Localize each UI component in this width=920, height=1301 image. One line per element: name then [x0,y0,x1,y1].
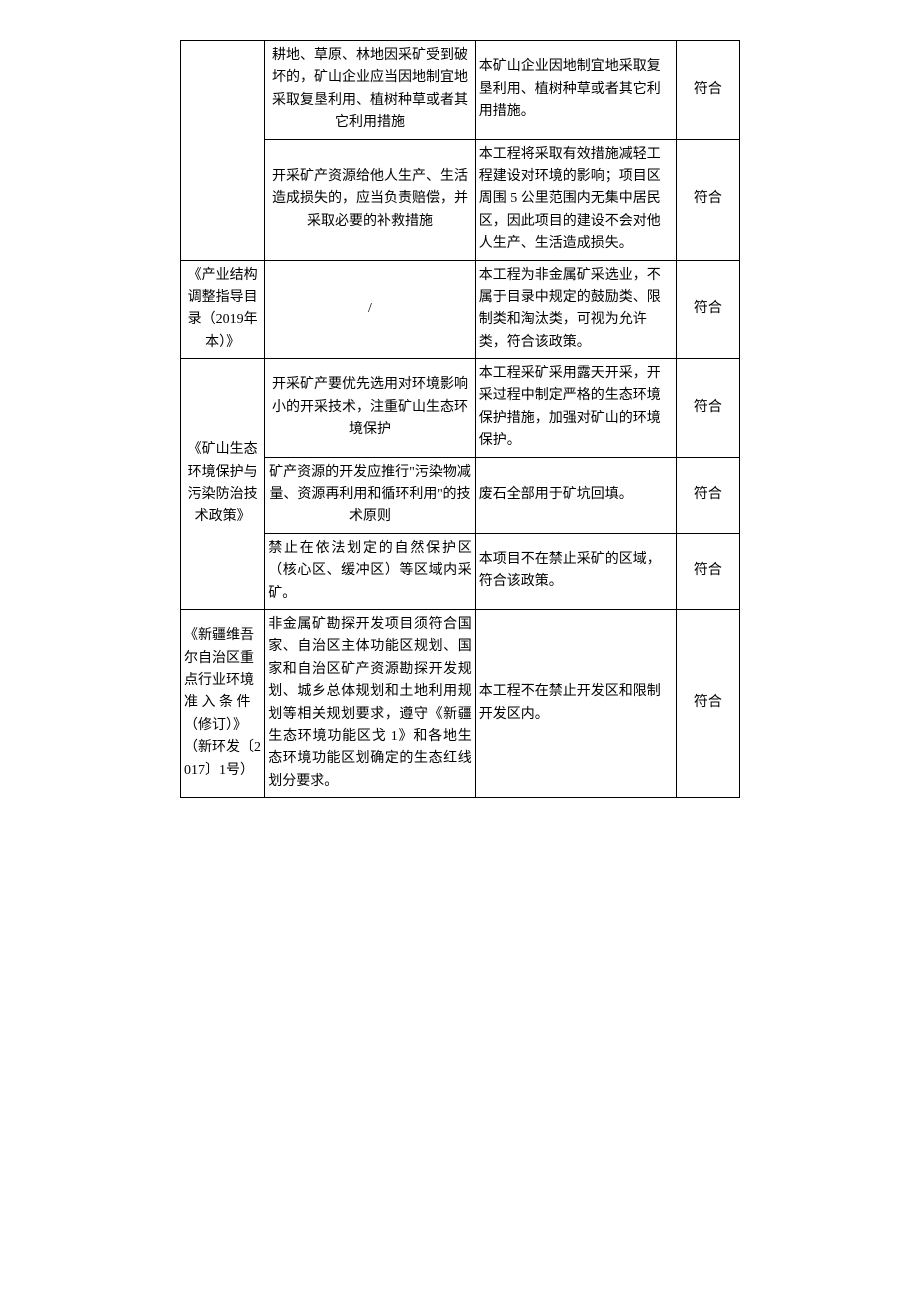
policy-cell [181,41,265,261]
policy-compliance-table: 耕地、草原、林地因采矿受到破坏的，矿山企业应当因地制宜地采取复垦利用、植树种草或… [180,40,740,798]
project-cell: 本工程为非金属矿采选业，不属于目录中规定的鼓励类、限制类和淘汰类，可视为允许类，… [475,260,676,359]
requirement-cell: 非金属矿勘探开发项目须符合国家、自治区主体功能区规划、国家和自治区矿产资源勘探开… [265,609,476,797]
project-cell: 本工程不在禁止开发区和限制开发区内。 [475,609,676,797]
project-cell: 本工程采矿采用露天开采，开采过程中制定严格的生态环境保护措施，加强对矿山的环境保… [475,359,676,458]
table-row: 禁止在依法划定的自然保护区（核心区、缓冲区）等区域内采矿。本项目不在禁止采矿的区… [181,533,740,609]
policy-cell: 《矿山生态环境保护与污染防治技术政策》 [181,359,265,610]
table-row: 《产业结构调整指导目录（2019年本）》/本工程为非金属矿采选业，不属于目录中规… [181,260,740,359]
table-row: 《矿山生态环境保护与污染防治技术政策》开采矿产要优先选用对环境影响小的开采技术，… [181,359,740,458]
requirement-cell: 禁止在依法划定的自然保护区（核心区、缓冲区）等区域内采矿。 [265,533,476,609]
project-cell: 本工程将采取有效措施减轻工程建设对环境的影响；项目区周围 5 公里范围内无集中居… [475,139,676,260]
policy-cell: 《新疆维吾尔自治区重点行业环境准 入 条 件（修订）》（新环发〔2017〕1号） [181,609,265,797]
table-row: 矿产资源的开发应推行"污染物减量、资源再利用和循环利用''的技术原则废石全部用于… [181,457,740,533]
result-cell: 符合 [676,359,739,458]
project-cell: 本项目不在禁止采矿的区域，符合该政策。 [475,533,676,609]
result-cell: 符合 [676,260,739,359]
result-cell: 符合 [676,41,739,140]
policy-cell: 《产业结构调整指导目录（2019年本）》 [181,260,265,359]
table-row: 开采矿产资源给他人生产、生活造成损失的，应当负责赔偿，并采取必要的补救措施本工程… [181,139,740,260]
requirement-cell: / [265,260,476,359]
requirement-cell: 耕地、草原、林地因采矿受到破坏的，矿山企业应当因地制宜地采取复垦利用、植树种草或… [265,41,476,140]
table-row: 《新疆维吾尔自治区重点行业环境准 入 条 件（修订）》（新环发〔2017〕1号）… [181,609,740,797]
requirement-cell: 开采矿产资源给他人生产、生活造成损失的，应当负责赔偿，并采取必要的补救措施 [265,139,476,260]
requirement-cell: 开采矿产要优先选用对环境影响小的开采技术，注重矿山生态环境保护 [265,359,476,458]
project-cell: 废石全部用于矿坑回填。 [475,457,676,533]
table-row: 耕地、草原、林地因采矿受到破坏的，矿山企业应当因地制宜地采取复垦利用、植树种草或… [181,41,740,140]
requirement-cell: 矿产资源的开发应推行"污染物减量、资源再利用和循环利用''的技术原则 [265,457,476,533]
project-cell: 本矿山企业因地制宜地采取复垦利用、植树种草或者其它利用措施。 [475,41,676,140]
result-cell: 符合 [676,139,739,260]
result-cell: 符合 [676,533,739,609]
result-cell: 符合 [676,609,739,797]
result-cell: 符合 [676,457,739,533]
